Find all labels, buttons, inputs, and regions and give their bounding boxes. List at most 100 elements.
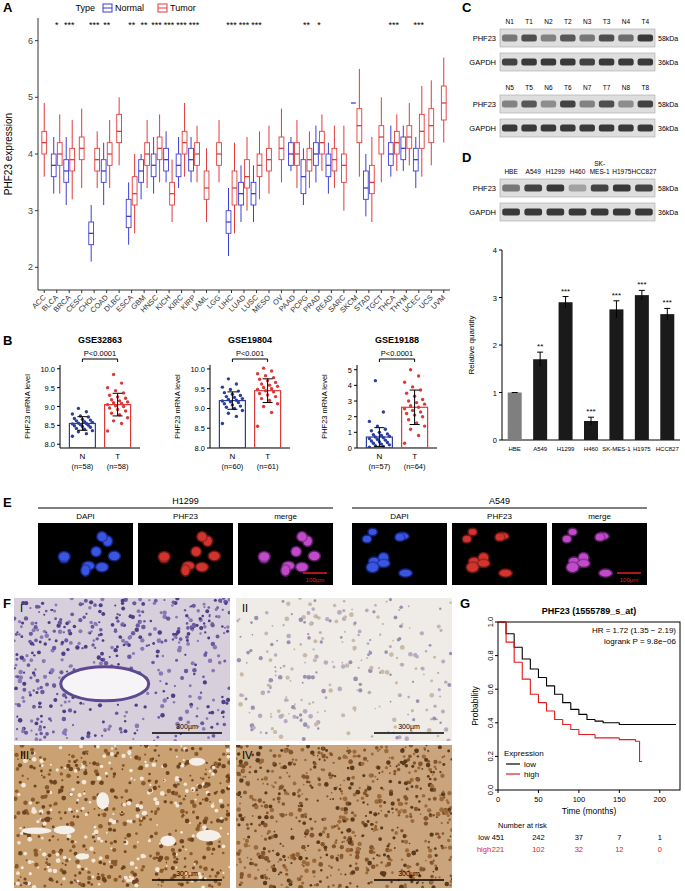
nucleus — [396, 534, 404, 541]
cell — [127, 643, 131, 647]
tick-label: 10.0 — [40, 365, 55, 374]
cell — [303, 709, 308, 714]
cell — [118, 875, 121, 878]
significance: *** — [251, 20, 262, 30]
whisker — [343, 182, 344, 210]
cell — [288, 713, 290, 715]
bar — [559, 302, 573, 440]
whisker — [53, 137, 54, 154]
median — [257, 165, 262, 166]
cell — [64, 811, 67, 814]
significance: *** — [151, 20, 162, 30]
cell — [126, 833, 131, 838]
cell — [185, 795, 187, 797]
cell — [46, 811, 50, 815]
tick-label: 9.5 — [195, 385, 205, 394]
box — [351, 103, 356, 104]
cell — [114, 745, 116, 747]
whisker — [396, 114, 397, 131]
median — [64, 170, 69, 171]
point — [71, 422, 74, 425]
whisker — [147, 165, 148, 188]
whisker — [343, 126, 344, 154]
point — [239, 394, 242, 397]
cell — [61, 641, 64, 644]
nucleus-glow — [398, 568, 413, 578]
tick-label: (n=64) — [404, 462, 426, 471]
cell — [42, 659, 46, 663]
point — [264, 389, 267, 392]
tissue — [14, 745, 230, 888]
cell — [437, 672, 439, 674]
median — [413, 159, 418, 160]
cell — [35, 691, 38, 694]
point — [262, 405, 265, 408]
cell — [78, 629, 82, 633]
cell — [412, 681, 414, 683]
cell — [166, 771, 170, 775]
cell — [299, 713, 302, 716]
cell — [251, 705, 255, 709]
cell — [341, 713, 345, 717]
cell — [56, 693, 58, 695]
row-label: PHF23 — [473, 34, 496, 43]
cell — [23, 852, 27, 856]
cell — [62, 717, 67, 722]
tick — [244, 290, 245, 293]
cell — [337, 687, 342, 692]
point — [221, 385, 224, 388]
cell — [99, 782, 101, 784]
cell — [276, 640, 278, 642]
band — [502, 209, 520, 216]
median — [70, 159, 75, 160]
cell — [290, 667, 293, 670]
tick — [331, 290, 332, 293]
group-title: A549 — [489, 496, 510, 506]
cell — [29, 801, 33, 805]
point — [256, 372, 259, 375]
cell — [107, 727, 110, 730]
cell — [39, 809, 44, 814]
tick — [69, 290, 70, 293]
nucleus-glow — [107, 550, 121, 561]
cell — [93, 603, 97, 607]
cell — [420, 631, 424, 635]
point — [403, 442, 406, 445]
cell — [45, 633, 50, 638]
cell — [142, 718, 144, 720]
cell — [396, 657, 398, 659]
cell — [282, 624, 284, 626]
nucleus-glow — [361, 534, 372, 543]
cell — [64, 638, 68, 642]
cell — [116, 620, 119, 623]
legend-title: Type — [75, 3, 95, 13]
cell — [204, 822, 206, 824]
cell — [222, 872, 224, 874]
tick-label: N — [230, 452, 236, 461]
cell — [137, 857, 140, 860]
lane-label: T8 — [642, 84, 650, 91]
whisker — [253, 165, 254, 182]
legend-swatch — [103, 8, 112, 9]
tick-label: 2 — [493, 341, 497, 350]
significance: * — [55, 20, 59, 30]
median — [341, 165, 346, 166]
box — [70, 148, 75, 171]
cell — [186, 639, 189, 642]
cell — [308, 702, 311, 705]
cell — [437, 735, 440, 738]
cell — [22, 700, 25, 703]
bar — [533, 359, 547, 440]
cell — [38, 701, 42, 705]
cell — [167, 669, 171, 673]
point — [106, 386, 109, 389]
error-bar — [77, 417, 87, 431]
cell — [35, 605, 39, 609]
cell — [16, 703, 20, 707]
cell — [87, 812, 89, 814]
error-bar — [664, 308, 670, 319]
point — [417, 406, 420, 409]
whisker — [328, 143, 329, 154]
point — [411, 385, 414, 388]
whisker — [166, 131, 167, 148]
